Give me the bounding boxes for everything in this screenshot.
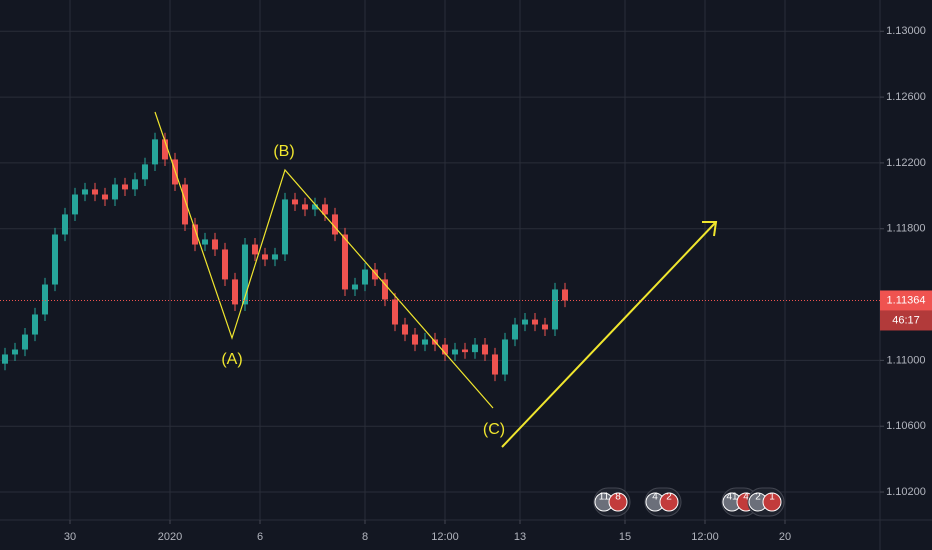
event-badge[interactable]: 11 8 (593, 487, 631, 517)
y-tick-label: 1.10600 (886, 420, 926, 432)
candle-body (392, 299, 398, 325)
candle-body (152, 139, 158, 165)
candle-body (562, 289, 568, 301)
countdown-box (880, 310, 932, 331)
event-count: 8 (615, 492, 621, 503)
y-tick-label: 1.11000 (887, 354, 926, 366)
candle-body (32, 314, 38, 335)
event-flag (608, 492, 628, 512)
candle-body (492, 354, 498, 375)
candle-body (502, 339, 508, 375)
event-flag (659, 492, 679, 512)
candle-body (482, 344, 488, 355)
candle-body (442, 344, 448, 355)
wave-drawings: (A) (B) (C) (154, 111, 718, 448)
candle-body (262, 254, 268, 260)
candle-body (62, 214, 68, 235)
x-tick-label: 12:00 (431, 531, 459, 543)
candle-body (142, 164, 148, 180)
x-tick-label: 2020 (158, 531, 182, 543)
event-count: 11 (599, 492, 610, 503)
candle-body (542, 324, 548, 330)
candle-body (322, 204, 328, 215)
event-count: 2 (755, 492, 761, 503)
x-tick-label: 20 (779, 531, 791, 543)
candle-body (162, 139, 168, 160)
candle-body (422, 339, 428, 345)
y-tick-label: 1.11800 (887, 223, 926, 235)
candle-body (332, 214, 338, 235)
candle-body (12, 349, 18, 355)
event-count: 2 (666, 492, 672, 503)
event-count: 4 (743, 492, 749, 503)
candle-body (402, 324, 408, 335)
candle-body (222, 249, 228, 280)
candle-body (212, 239, 218, 250)
candle-body (282, 199, 288, 255)
x-tick-label: 15 (619, 531, 631, 543)
candle-body (102, 194, 108, 200)
candle-body (72, 194, 78, 215)
event-count: 4 (652, 492, 658, 503)
candle-body (82, 189, 88, 195)
candle-body (132, 179, 138, 190)
event-count: 41 (726, 492, 738, 503)
candle-body (122, 184, 128, 190)
y-tick-label: 1.13000 (886, 25, 926, 37)
candle-body (232, 279, 238, 305)
x-tick-label: 13 (514, 531, 526, 543)
y-tick-label: 1.12200 (886, 157, 926, 169)
candle-body (2, 354, 8, 364)
candle-body (312, 204, 318, 210)
wave-line (154, 111, 494, 409)
candle-body (532, 319, 538, 325)
candle-body (462, 349, 468, 353)
candle-body (252, 244, 258, 255)
last-price-box (880, 290, 932, 311)
wave-label: (B) (273, 143, 294, 160)
candle-body (552, 289, 558, 330)
wave-label: (C) (483, 421, 505, 438)
candle-body (382, 279, 388, 300)
x-tick-label: 8 (362, 531, 368, 543)
countdown-label: 46:17 (892, 314, 920, 326)
candle-body (362, 269, 368, 285)
candle-body (22, 334, 28, 350)
candle-body (452, 349, 458, 355)
candle-body (112, 184, 118, 200)
x-tick-label: 6 (257, 531, 263, 543)
candle-body (182, 184, 188, 225)
candle-body (52, 234, 58, 285)
candle-body (512, 324, 518, 340)
x-tick-label: 30 (64, 531, 76, 543)
wave-label: (A) (221, 351, 242, 368)
candle-body (372, 269, 378, 280)
candle-body (522, 319, 528, 325)
candle-body (242, 244, 248, 305)
candle-body (202, 239, 208, 245)
candle-body (342, 234, 348, 290)
candle-body (42, 284, 48, 315)
candle-body (302, 204, 308, 210)
candle-body (92, 189, 98, 195)
candle-body (292, 199, 298, 205)
candle-body (472, 344, 478, 353)
arrow-head (702, 221, 718, 237)
candle-body (192, 224, 198, 245)
event-flag (762, 492, 782, 512)
event-count: 1 (769, 492, 775, 503)
y-tick-label: 1.12600 (886, 91, 926, 103)
candle-body (352, 284, 358, 290)
y-tick-label: 1.10200 (886, 486, 926, 498)
candle-body (272, 254, 278, 260)
x-tick-label: 12:00 (691, 531, 719, 543)
arrow-line (501, 221, 717, 448)
last-price-label: 1.11364 (887, 294, 926, 306)
candle-body (412, 334, 418, 345)
